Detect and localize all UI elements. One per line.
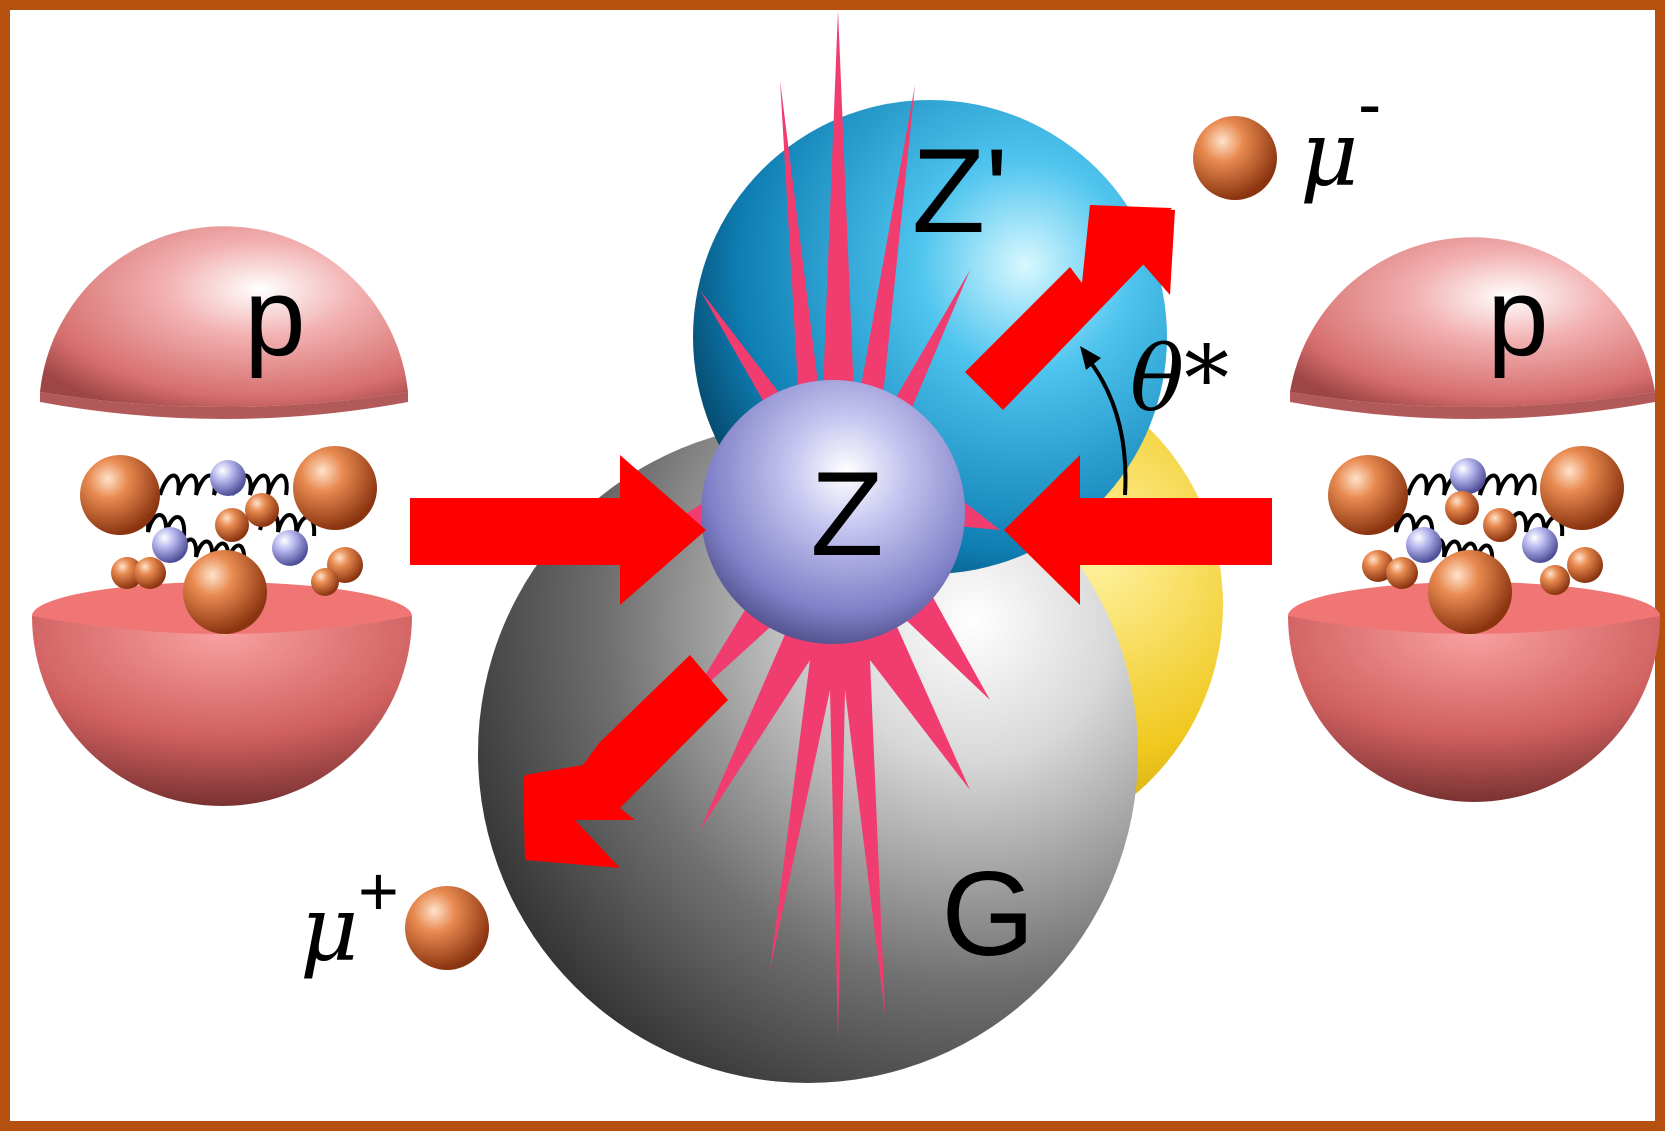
- quark-ball: [293, 446, 377, 530]
- quark-ball: [1483, 508, 1517, 542]
- proton-upper-hemisphere: [40, 226, 408, 407]
- graviton-label: G: [941, 847, 1034, 981]
- proton-lower-hemisphere: [32, 616, 412, 806]
- quark-ball: [1328, 455, 1408, 535]
- proton-left-label: p: [244, 256, 305, 379]
- muon-plus-symbol: μ: [300, 877, 359, 982]
- quark-ball: [1567, 547, 1603, 583]
- gluon-ball: [1522, 527, 1558, 563]
- quark-ball: [134, 557, 166, 589]
- quark-ball: [245, 493, 279, 527]
- quark-ball: [1445, 491, 1479, 525]
- quark-ball: [1386, 557, 1418, 589]
- gluon-ball: [1450, 458, 1486, 494]
- angle-arrowhead: [1080, 346, 1101, 370]
- quark-ball: [1540, 446, 1624, 530]
- muon-minus-charge: -: [1358, 65, 1381, 143]
- quark-ball: [1428, 550, 1512, 634]
- proton-upper-hemisphere: [1290, 237, 1655, 407]
- quark-ball: [80, 455, 160, 535]
- muon-plus-charge: +: [358, 852, 399, 930]
- quark-ball: [1540, 565, 1570, 595]
- gluon-ball: [210, 460, 246, 496]
- quark-ball: [215, 508, 249, 542]
- momentum-arrow-right: [1004, 455, 1272, 605]
- angle-arc: [1083, 353, 1128, 496]
- z-boson-label: Z: [810, 447, 883, 581]
- proton-rim: [40, 392, 408, 419]
- gluon-ball: [272, 530, 308, 566]
- quark-ball: [311, 568, 339, 596]
- muon-plus-arrow: [523, 655, 728, 868]
- zprime-label: Z': [912, 124, 1008, 258]
- proton-right: p: [1288, 237, 1660, 802]
- proton-right-label: p: [1487, 256, 1548, 379]
- muon-minus-symbol: μ: [1300, 102, 1359, 207]
- muon-minus-arrow: [965, 205, 1175, 410]
- quark-ball: [1362, 550, 1394, 582]
- gluon-ball: [152, 527, 188, 563]
- proton-lower-hemisphere: [1288, 616, 1660, 802]
- gluon-ball: [1406, 527, 1442, 563]
- quark-ball: [111, 557, 143, 589]
- muon-minus-ball: [1193, 116, 1277, 200]
- momentum-arrow-left: [410, 455, 706, 605]
- quark-ball: [183, 550, 267, 634]
- angle-label: θ*: [1130, 327, 1229, 432]
- proton-left: p: [32, 226, 412, 806]
- proton-rim: [1290, 392, 1655, 419]
- muon-plus-ball: [405, 886, 489, 970]
- z-boson-sphere: [701, 380, 965, 644]
